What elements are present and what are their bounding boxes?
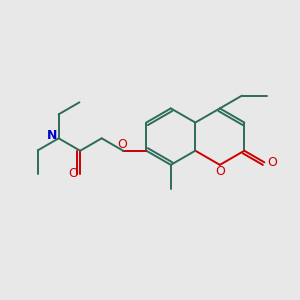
Text: O: O — [117, 138, 127, 151]
Text: O: O — [268, 156, 278, 169]
Text: O: O — [69, 167, 79, 180]
Text: O: O — [215, 165, 225, 178]
Text: N: N — [47, 129, 57, 142]
